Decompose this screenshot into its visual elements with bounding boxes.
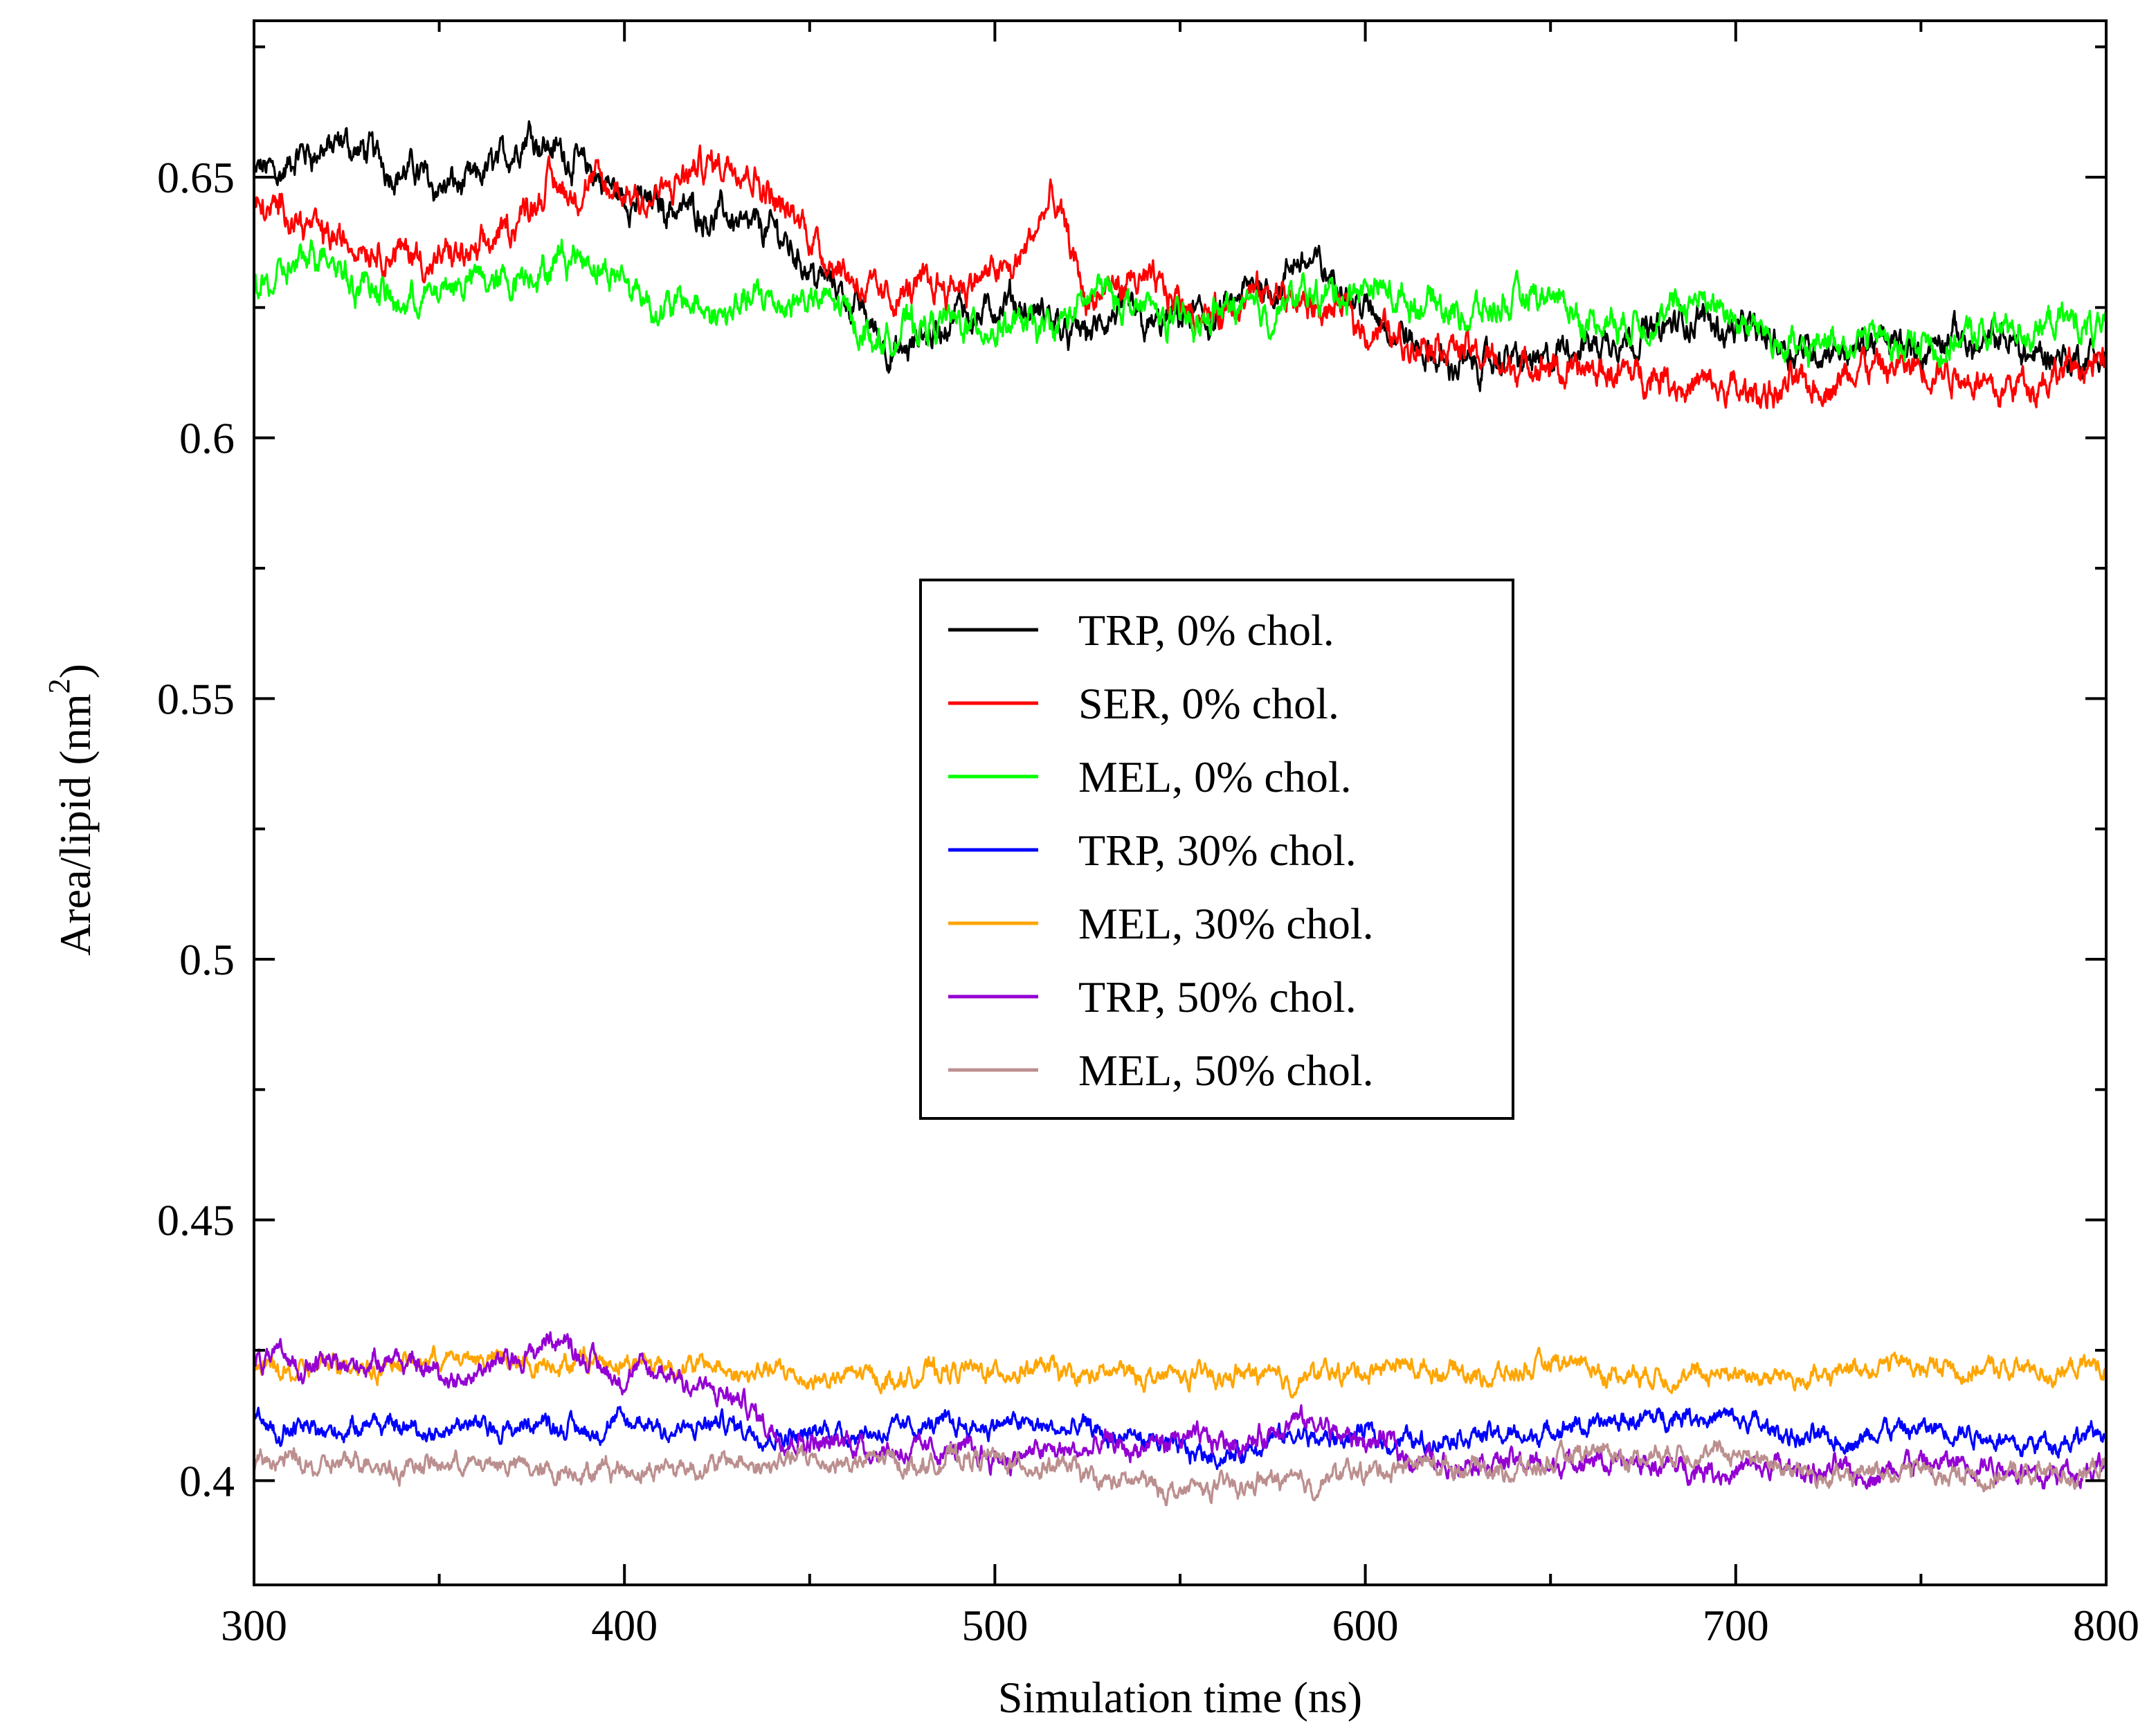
y-tick-label: 0.4 bbox=[179, 1456, 235, 1505]
series-line-0 bbox=[253, 120, 2108, 392]
y-tick-label: 0.55 bbox=[157, 674, 235, 723]
x-tick-label: 300 bbox=[221, 1601, 287, 1650]
series-line-6 bbox=[253, 1439, 2108, 1507]
series-line-5 bbox=[253, 1331, 2108, 1490]
legend-label-4: MEL, 30% chol. bbox=[1078, 899, 1374, 948]
x-tick-label: 400 bbox=[591, 1601, 658, 1650]
series-layer bbox=[253, 120, 2108, 1507]
series-line-1 bbox=[253, 144, 2108, 410]
x-tick-label: 700 bbox=[1703, 1601, 1769, 1650]
legend-label-0: TRP, 0% chol. bbox=[1078, 606, 1334, 655]
x-tick-label: 600 bbox=[1332, 1601, 1399, 1650]
legend-label-1: SER, 0% chol. bbox=[1078, 679, 1339, 728]
y-tick-label: 0.65 bbox=[157, 153, 235, 202]
y-tick-label: 0.5 bbox=[179, 935, 235, 984]
series-line-4 bbox=[253, 1345, 2107, 1399]
y-axis-title-main: Area/lipid (nm bbox=[51, 693, 100, 956]
series-line-3 bbox=[253, 1406, 2108, 1471]
legend-label-3: TRP, 30% chol. bbox=[1078, 826, 1357, 875]
legend-label-2: MEL, 0% chol. bbox=[1078, 752, 1352, 801]
y-axis-title-superscript: 2 bbox=[42, 678, 76, 693]
y-tick-label: 0.45 bbox=[157, 1196, 235, 1245]
x-tick-label: 500 bbox=[961, 1601, 1028, 1650]
x-axis-title: Simulation time (ns) bbox=[998, 1673, 1362, 1722]
series-line-2 bbox=[253, 238, 2108, 369]
y-axis-title-suffix: ) bbox=[51, 664, 100, 678]
legend-label-6: MEL, 50% chol. bbox=[1078, 1046, 1374, 1095]
legend: TRP, 0% chol. SER, 0% chol. MEL, 0% chol. T… bbox=[919, 579, 1514, 1120]
axes-layer: 300 400 500 600 700 800 0.4 0.45 0.5 0.55 0.6 0.65 S… bbox=[42, 19, 2139, 1722]
y-axis-title: Area/lipid (nm2) bbox=[42, 664, 100, 956]
legend-label-5: TRP, 50% chol. bbox=[1078, 972, 1357, 1022]
y-tick-label: 0.6 bbox=[179, 414, 235, 463]
x-tick-label: 800 bbox=[2073, 1601, 2139, 1650]
